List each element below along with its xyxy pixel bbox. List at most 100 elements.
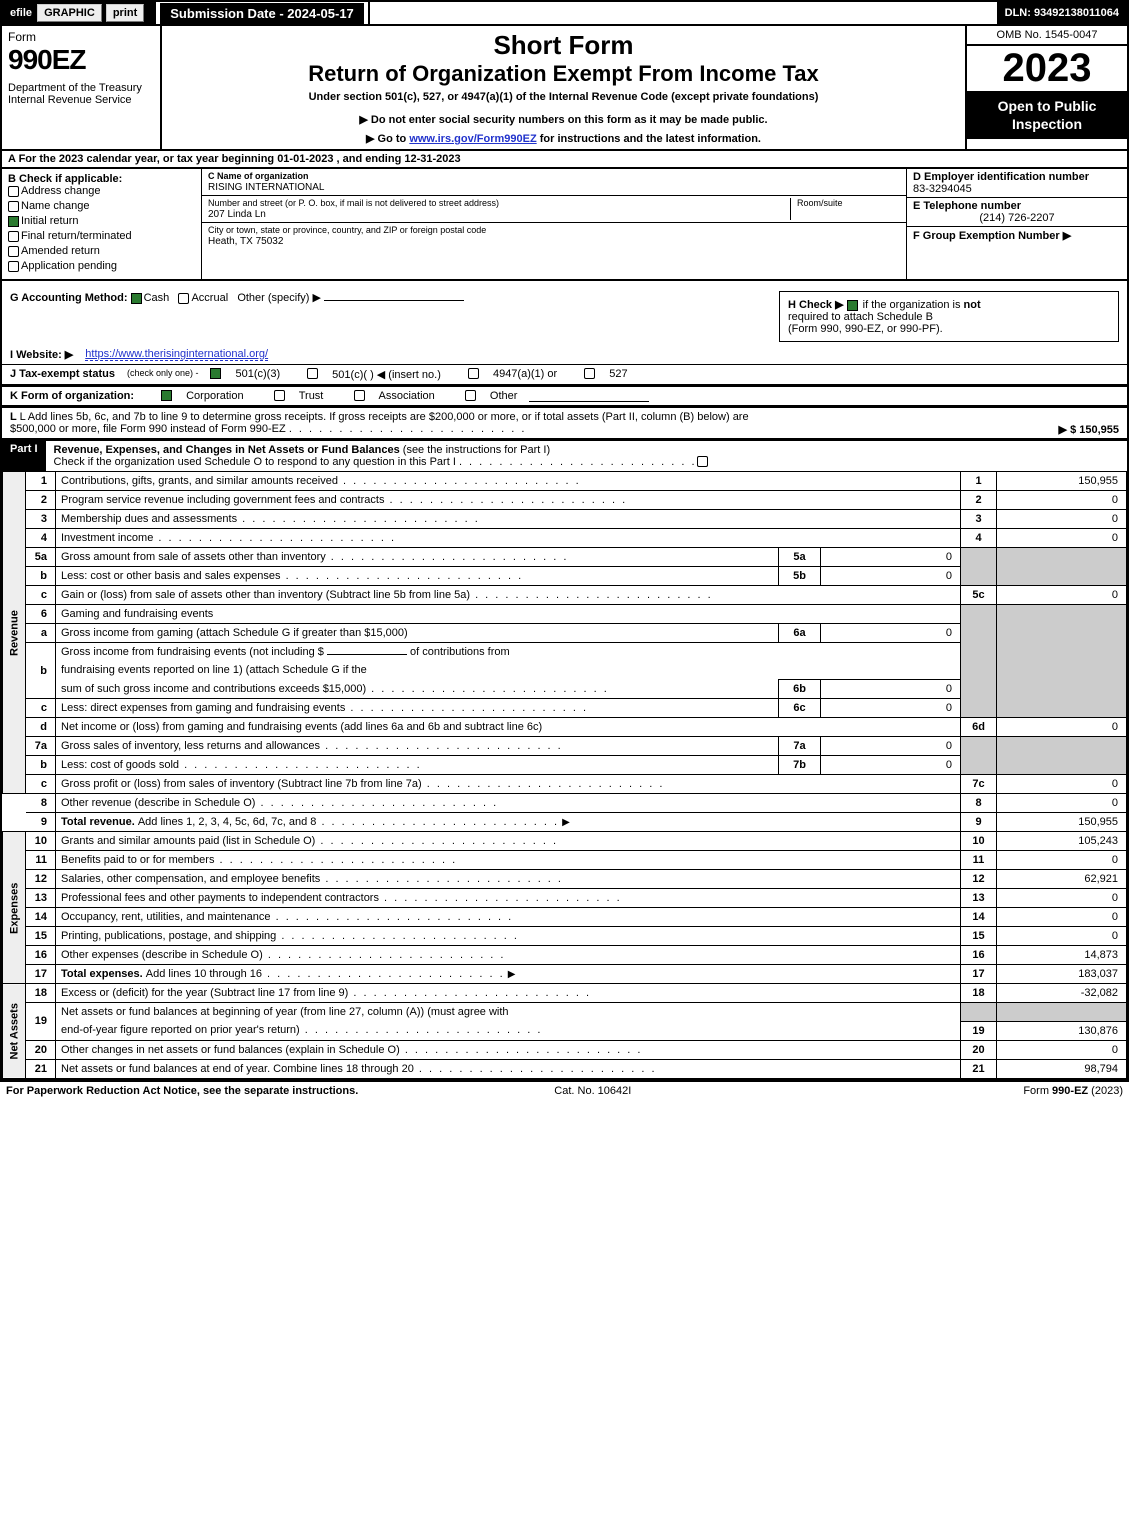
efile-cell: efile GRAPHIC print (2, 2, 156, 24)
line-6b-2: fundraising events reported on line 1) (… (3, 661, 1127, 680)
H-box: H Check ▶ if the organization is not req… (779, 291, 1119, 342)
print-button[interactable]: print (106, 4, 144, 22)
check-H[interactable] (847, 300, 858, 311)
org-name: RISING INTERNATIONAL (208, 182, 325, 193)
under-section: Under section 501(c), 527, or 4947(a)(1)… (170, 91, 957, 103)
H-block: H Check ▶ if the organization is not req… (779, 291, 1119, 342)
line-3: 3Membership dues and assessments 30 (3, 510, 1127, 529)
line-6: 6Gaming and fundraising events (3, 605, 1127, 624)
check-501c3[interactable] (210, 368, 221, 379)
tax-year: 2023 (967, 46, 1127, 91)
e-phone: (214) 726-2207 (913, 212, 1121, 224)
part-I-label: Part I (2, 441, 46, 471)
e-label: E Telephone number (913, 200, 1021, 212)
check-association[interactable] (354, 390, 365, 401)
line-6b-1: b Gross income from fundraising events (… (3, 643, 1127, 662)
footer-center: Cat. No. 10642I (554, 1085, 631, 1097)
check-other-org[interactable] (465, 390, 476, 401)
row-GH: G Accounting Method: Cash Accrual Other … (0, 281, 1129, 345)
side-label-revenue: Revenue (3, 472, 26, 794)
check-schedule-o[interactable] (697, 456, 708, 467)
H-line2: required to attach Schedule B (788, 311, 933, 323)
c-city-cell: City or town, state or province, country… (202, 223, 906, 249)
other-org-input[interactable] (529, 390, 649, 402)
row-K: K Form of organization: Corporation Trus… (0, 385, 1129, 406)
line-6c: cLess: direct expenses from gaming and f… (3, 699, 1127, 718)
footer-row: For Paperwork Reduction Act Notice, see … (0, 1081, 1129, 1100)
top-bar: efile GRAPHIC print Submission Date - 20… (0, 0, 1129, 26)
row-A-text: A For the 2023 calendar year, or tax yea… (8, 153, 461, 165)
short-form-title: Short Form (170, 30, 957, 61)
return-title: Return of Organization Exempt From Incom… (170, 61, 957, 87)
c-name-cell: C Name of organization RISING INTERNATIO… (202, 169, 906, 196)
department-label: Department of the Treasury Internal Reve… (8, 82, 154, 106)
goto-post: for instructions and the latest informat… (540, 133, 761, 145)
check-accrual[interactable] (178, 293, 189, 304)
lines-table: Revenue 1 Contributions, gifts, grants, … (2, 471, 1127, 1079)
line-8: 8Other revenue (describe in Schedule O) … (3, 794, 1127, 813)
check-cash[interactable] (131, 293, 142, 304)
line-6d: dNet income or (loss) from gaming and fu… (3, 718, 1127, 737)
line-7a: 7aGross sales of inventory, less returns… (3, 737, 1127, 756)
L-text1: L Add lines 5b, 6c, and 7b to line 9 to … (20, 411, 749, 423)
check-address-change[interactable]: Address change (8, 185, 195, 197)
line-13: 13Professional fees and other payments t… (3, 889, 1127, 908)
line-20: 20Other changes in net assets or fund ba… (3, 1040, 1127, 1059)
c-city-label: City or town, state or province, country… (208, 225, 486, 235)
part-I-header-row: Part I Revenue, Expenses, and Changes in… (0, 439, 1129, 471)
check-application-pending[interactable]: Application pending (8, 260, 195, 272)
website-link[interactable]: https://www.therisinginternational.org/ (85, 348, 268, 361)
line-14: 14Occupancy, rent, utilities, and mainte… (3, 908, 1127, 927)
H-not: not (964, 299, 981, 311)
check-527[interactable] (584, 368, 595, 379)
check-final-return[interactable]: Final return/terminated (8, 230, 195, 242)
do-not-enter: ▶ Do not enter social security numbers o… (170, 113, 957, 126)
side-label-netassets: Net Assets (3, 984, 26, 1079)
c-street-cell: Number and street (or P. O. box, if mail… (202, 196, 906, 223)
goto-link[interactable]: www.irs.gov/Form990EZ (409, 133, 536, 145)
org-street: 207 Linda Ln (208, 209, 266, 220)
check-trust[interactable] (274, 390, 285, 401)
row-J: J Tax-exempt status (check only one) - 5… (0, 365, 1129, 385)
line-5c: cGain or (loss) from sale of assets othe… (3, 586, 1127, 605)
f-label: F Group Exemption Number ▶ (913, 230, 1071, 242)
header-left: Form 990EZ Department of the Treasury In… (2, 26, 162, 149)
line-21: 21Net assets or fund balances at end of … (3, 1059, 1127, 1078)
omb-number: OMB No. 1545-0047 (967, 26, 1127, 46)
line-17: 17Total expenses. Add lines 10 through 1… (3, 965, 1127, 984)
check-amended-return[interactable]: Amended return (8, 245, 195, 257)
line-5b: bLess: cost or other basis and sales exp… (3, 567, 1127, 586)
col-D: D Employer identification number 83-3294… (907, 169, 1127, 279)
submission-date-button[interactable]: Submission Date - 2024-05-17 (160, 3, 364, 24)
goto-pre: ▶ Go to (366, 133, 409, 145)
line-19-1: 19Net assets or fund balances at beginni… (3, 1003, 1127, 1022)
line-5a: 5aGross amount from sale of assets other… (3, 548, 1127, 567)
form-number: 990EZ (8, 44, 154, 76)
room-label: Room/suite (797, 198, 843, 208)
line-16: 16Other expenses (describe in Schedule O… (3, 946, 1127, 965)
e-phone-cell: E Telephone number (214) 726-2207 (907, 198, 1127, 227)
check-initial-return[interactable]: Initial return (8, 215, 195, 227)
check-501c[interactable] (307, 368, 318, 379)
dln-label: DLN: 93492138011064 (1005, 7, 1119, 19)
J-sub: (check only one) - (127, 368, 199, 381)
line-1: Revenue 1 Contributions, gifts, grants, … (3, 472, 1127, 491)
d-label: D Employer identification number (913, 171, 1089, 183)
line-7b: bLess: cost of goods sold 7b0 (3, 756, 1127, 775)
line-2: 2Program service revenue including gover… (3, 491, 1127, 510)
check-4947[interactable] (468, 368, 479, 379)
col-B: B Check if applicable: Address change Na… (2, 169, 202, 279)
6b-amount-input[interactable] (327, 654, 407, 655)
G-block: G Accounting Method: Cash Accrual Other … (10, 291, 464, 342)
line-4: 4Investment income 40 (3, 529, 1127, 548)
form-word: Form (8, 30, 154, 44)
L-text2: $500,000 or more, file Form 990 instead … (10, 423, 286, 435)
other-specify-input[interactable] (324, 300, 464, 301)
H-line3: (Form 990, 990-EZ, or 990-PF). (788, 323, 943, 335)
check-corporation[interactable] (161, 390, 172, 401)
c-name-label: C Name of organization (208, 171, 309, 181)
d-ein-cell: D Employer identification number 83-3294… (907, 169, 1127, 198)
part-I-check-line: Check if the organization used Schedule … (54, 456, 456, 468)
graphic-button[interactable]: GRAPHIC (37, 4, 102, 22)
check-name-change[interactable]: Name change (8, 200, 195, 212)
